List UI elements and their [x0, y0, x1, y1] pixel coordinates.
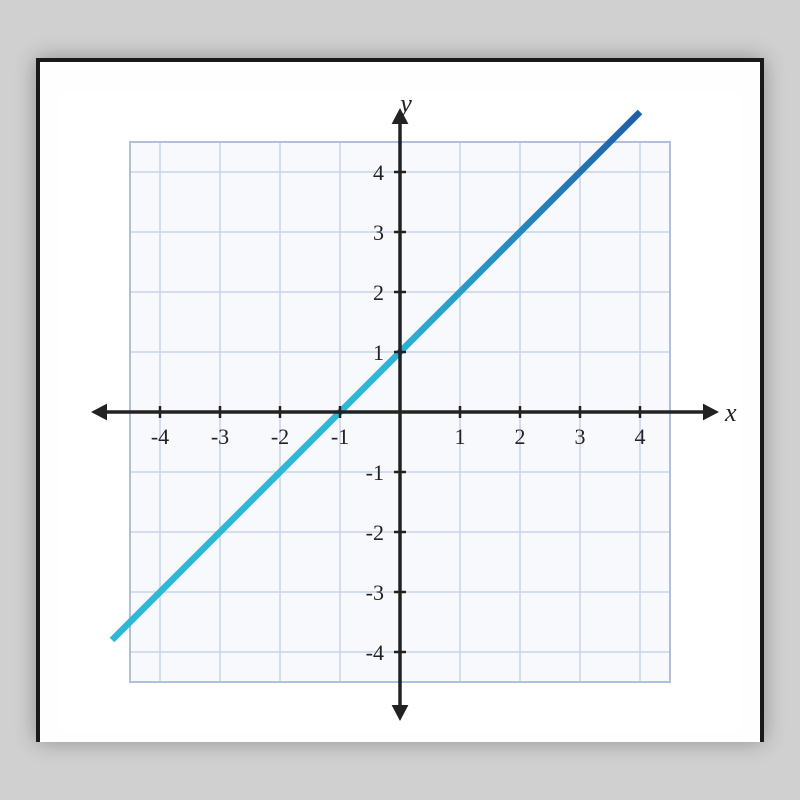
svg-text:2: 2	[515, 424, 526, 449]
coordinate-graph: -4 -3 -2 -1 1 2 3 4 -4 -3 -2 -1 1 2 3 4 y x	[60, 92, 740, 732]
svg-text:-2: -2	[271, 424, 289, 449]
x-axis-label: x	[724, 398, 737, 427]
svg-text:3: 3	[575, 424, 586, 449]
svg-text:4: 4	[635, 424, 646, 449]
graph-container: -4 -3 -2 -1 1 2 3 4 -4 -3 -2 -1 1 2 3 4 y x	[60, 92, 740, 732]
svg-text:4: 4	[373, 160, 384, 185]
svg-text:-4: -4	[151, 424, 169, 449]
y-axis-label: y	[397, 92, 412, 118]
svg-text:-4: -4	[366, 640, 384, 665]
svg-text:1: 1	[455, 424, 466, 449]
svg-text:3: 3	[373, 220, 384, 245]
screen-frame: -4 -3 -2 -1 1 2 3 4 -4 -3 -2 -1 1 2 3 4 y x	[36, 58, 764, 742]
svg-text:2: 2	[373, 280, 384, 305]
svg-text:-3: -3	[366, 580, 384, 605]
svg-text:1: 1	[373, 340, 384, 365]
svg-text:-3: -3	[211, 424, 229, 449]
svg-text:-1: -1	[366, 460, 384, 485]
svg-text:-2: -2	[366, 520, 384, 545]
svg-text:-1: -1	[331, 424, 349, 449]
